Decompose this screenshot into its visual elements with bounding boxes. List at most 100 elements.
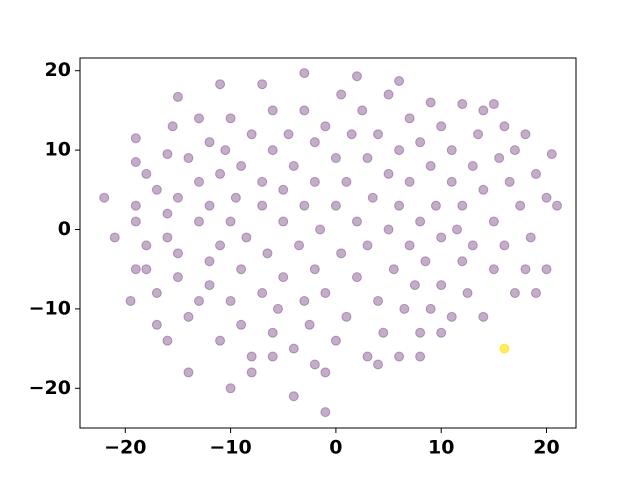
point: [494, 153, 505, 164]
point: [420, 256, 431, 267]
point: [378, 327, 389, 338]
point: [336, 89, 347, 100]
point: [436, 280, 447, 291]
point: [225, 383, 236, 394]
y-tick-label: 10: [45, 139, 71, 161]
point: [220, 145, 231, 156]
point: [215, 335, 226, 346]
point: [341, 176, 352, 187]
point: [230, 192, 241, 203]
y-tick-label: 20: [45, 59, 71, 81]
point: [436, 232, 447, 243]
point: [394, 145, 405, 156]
point: [204, 137, 215, 148]
point: [257, 288, 268, 299]
point: [467, 240, 478, 251]
point: [362, 153, 373, 164]
point: [162, 335, 173, 346]
point: [367, 192, 378, 203]
point: [183, 153, 194, 164]
point: [499, 240, 510, 251]
point: [215, 168, 226, 179]
x-tick-label: −10: [209, 437, 251, 459]
point: [415, 216, 426, 227]
point: [373, 295, 384, 306]
point: [225, 216, 236, 227]
point: [183, 367, 194, 378]
point: [299, 200, 310, 211]
point: [278, 216, 289, 227]
point: [525, 232, 536, 243]
x-tick-label: 0: [329, 437, 342, 459]
point: [320, 288, 331, 299]
point: [351, 71, 362, 82]
point: [193, 176, 204, 187]
point: [246, 351, 257, 362]
point: [130, 157, 141, 168]
point: [204, 256, 215, 267]
point: [383, 168, 394, 179]
point: [530, 168, 541, 179]
point: [478, 105, 489, 116]
point: [509, 145, 520, 156]
point: [515, 200, 526, 211]
point: [151, 319, 162, 330]
point: [183, 311, 194, 322]
point: [278, 184, 289, 195]
point: [457, 200, 468, 211]
point: [241, 232, 252, 243]
point: [130, 264, 141, 275]
point: [151, 184, 162, 195]
point: [509, 288, 520, 299]
point: [520, 129, 531, 140]
point: [546, 149, 557, 160]
point: [446, 176, 457, 187]
point: [267, 327, 278, 338]
point: [225, 113, 236, 124]
point: [504, 176, 515, 187]
x-tick-label: −20: [104, 437, 146, 459]
point: [530, 288, 541, 299]
point: [457, 256, 468, 267]
point: [320, 367, 331, 378]
point: [425, 160, 436, 171]
point: [151, 288, 162, 299]
point: [330, 153, 341, 164]
point: [467, 160, 478, 171]
point: [225, 295, 236, 306]
point: [304, 319, 315, 330]
point: [415, 137, 426, 148]
point: [215, 79, 226, 90]
point: [267, 105, 278, 116]
point: [446, 145, 457, 156]
point: [478, 311, 489, 322]
point: [457, 99, 468, 110]
point: [399, 303, 410, 314]
point: [452, 224, 463, 235]
point: [383, 224, 394, 235]
point: [141, 168, 152, 179]
point: [299, 68, 310, 79]
point: [141, 264, 152, 275]
point: [162, 149, 173, 160]
point: [341, 311, 352, 322]
point: [294, 240, 305, 251]
point: [288, 160, 299, 171]
point: [193, 295, 204, 306]
point: [193, 113, 204, 124]
point: [257, 200, 268, 211]
point: [552, 200, 563, 211]
point: [257, 79, 268, 90]
point: [388, 264, 399, 275]
point: [383, 89, 394, 100]
point: [362, 240, 373, 251]
point: [257, 176, 268, 187]
point: [478, 184, 489, 195]
point: [288, 391, 299, 402]
point: [262, 248, 273, 259]
point: [357, 105, 368, 116]
point: [351, 272, 362, 283]
y-tick-label: 0: [58, 218, 71, 240]
point: [246, 129, 257, 140]
point: [415, 351, 426, 362]
